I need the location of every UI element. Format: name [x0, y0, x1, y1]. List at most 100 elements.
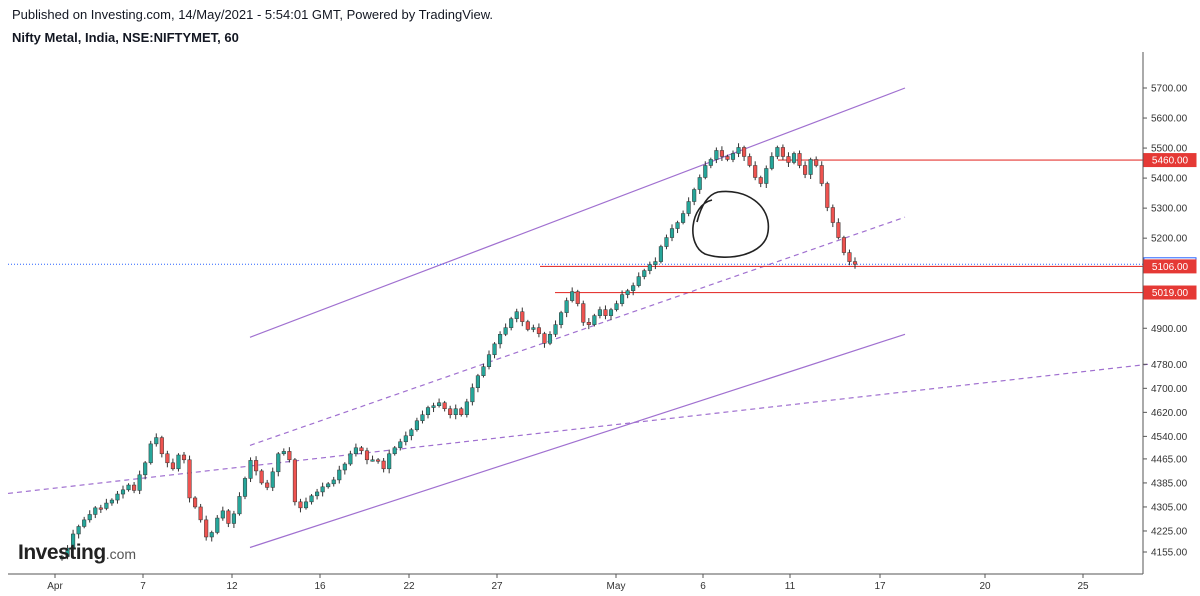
- candle-body: [414, 420, 419, 431]
- candle-body: [242, 478, 248, 497]
- candle-body: [170, 462, 175, 470]
- candle-body: [708, 159, 713, 166]
- candles-layer: [59, 143, 858, 561]
- candle-body: [592, 315, 597, 325]
- candle-body: [292, 459, 297, 503]
- candle-body: [359, 447, 364, 452]
- candle-body: [536, 327, 541, 334]
- candle-body: [509, 318, 514, 328]
- candle-body: [847, 252, 852, 262]
- candle-body: [725, 156, 730, 160]
- x-tick-label: 22: [403, 581, 415, 592]
- candle-body: [331, 479, 336, 485]
- y-tick-label: 5700.00: [1151, 84, 1188, 95]
- candle-body: [303, 501, 309, 509]
- price-tag-box: [1143, 153, 1197, 168]
- candle-body: [265, 482, 270, 488]
- candle-body: [636, 276, 641, 286]
- candle-body: [337, 469, 342, 481]
- candle-body: [658, 246, 663, 262]
- candle-body: [803, 165, 808, 175]
- candle-body: [703, 165, 708, 178]
- y-tick-label: 4385.00: [1151, 478, 1188, 489]
- y-tick-label: 4900.00: [1151, 324, 1188, 335]
- trendline-lower-channel: [249, 333, 906, 549]
- trendline-long-term-support: [7, 363, 1149, 495]
- x-tick-label: 11: [785, 581, 796, 592]
- candle-body: [514, 311, 519, 319]
- candle-body: [231, 513, 236, 524]
- candle-body: [420, 414, 425, 422]
- x-tick-label: 27: [491, 581, 503, 592]
- candle-body: [797, 153, 802, 166]
- candle-body: [298, 501, 303, 509]
- x-tick-label: 16: [314, 581, 326, 592]
- candle-body: [381, 460, 386, 470]
- candle-body: [148, 443, 153, 464]
- candle-body: [498, 334, 503, 345]
- candle-body: [814, 159, 819, 166]
- y-tick-label: 4780.00: [1151, 360, 1188, 371]
- candle-body: [714, 150, 719, 160]
- y-tick-label: 5300.00: [1151, 204, 1188, 215]
- price-tag-label: 5460.00: [1152, 156, 1189, 167]
- price-tag-label: 5019.00: [1152, 288, 1189, 299]
- candle-body: [597, 309, 602, 316]
- candle-body: [204, 519, 209, 538]
- candle-body: [475, 375, 480, 388]
- candle-body: [143, 462, 148, 476]
- candle-body: [65, 547, 70, 557]
- candle-body: [93, 507, 98, 515]
- candle-body: [547, 334, 553, 344]
- candle-body: [852, 261, 858, 265]
- y-tick-label: 5400.00: [1151, 174, 1188, 185]
- candle-body: [276, 453, 281, 473]
- candle-body: [126, 484, 131, 491]
- candle-body: [830, 207, 835, 223]
- candle-body: [542, 333, 547, 344]
- candle-body: [209, 532, 214, 538]
- published-caption: Published on Investing.com, 14/May/2021 …: [12, 7, 494, 22]
- candle-body: [132, 484, 137, 491]
- x-tick-label: Apr: [47, 581, 63, 592]
- candle-body: [309, 495, 314, 503]
- candle-body: [470, 387, 475, 403]
- candle-body: [409, 429, 414, 437]
- x-tick-label: 7: [140, 581, 146, 592]
- trendline-upper-channel: [249, 87, 906, 338]
- y-tick-label: 5500.00: [1151, 144, 1188, 155]
- candle-body: [109, 499, 114, 504]
- candle-body: [237, 496, 242, 515]
- candle-body: [764, 168, 769, 184]
- candle-body: [437, 402, 442, 406]
- candle-body: [780, 147, 785, 157]
- logo-domain: .com: [105, 546, 137, 562]
- candle-body: [492, 343, 497, 355]
- candle-body: [753, 165, 758, 178]
- candle-body: [808, 159, 813, 175]
- candle-body: [786, 156, 791, 163]
- candle-body: [625, 290, 630, 295]
- candle-body: [348, 453, 353, 465]
- candle-body: [531, 327, 536, 330]
- candle-body: [326, 483, 331, 488]
- candle-body: [614, 303, 619, 310]
- y-tick-label: 4540.00: [1151, 432, 1188, 443]
- candle-body: [653, 261, 658, 265]
- price-tag-box: [1143, 259, 1197, 274]
- candle-body: [259, 470, 264, 484]
- y-tick-label: 4620.00: [1151, 408, 1188, 419]
- price-tag-label: 5106.00: [1152, 262, 1189, 273]
- candle-body: [425, 407, 431, 416]
- candle-body: [525, 321, 530, 330]
- candle-body: [669, 228, 675, 238]
- candle-body: [76, 526, 81, 535]
- candle-body: [431, 405, 436, 408]
- candle-body: [215, 517, 220, 533]
- circle-annotation: [692, 190, 770, 258]
- candle-body: [769, 156, 774, 169]
- candle-body: [159, 437, 164, 455]
- candle-body: [836, 222, 841, 238]
